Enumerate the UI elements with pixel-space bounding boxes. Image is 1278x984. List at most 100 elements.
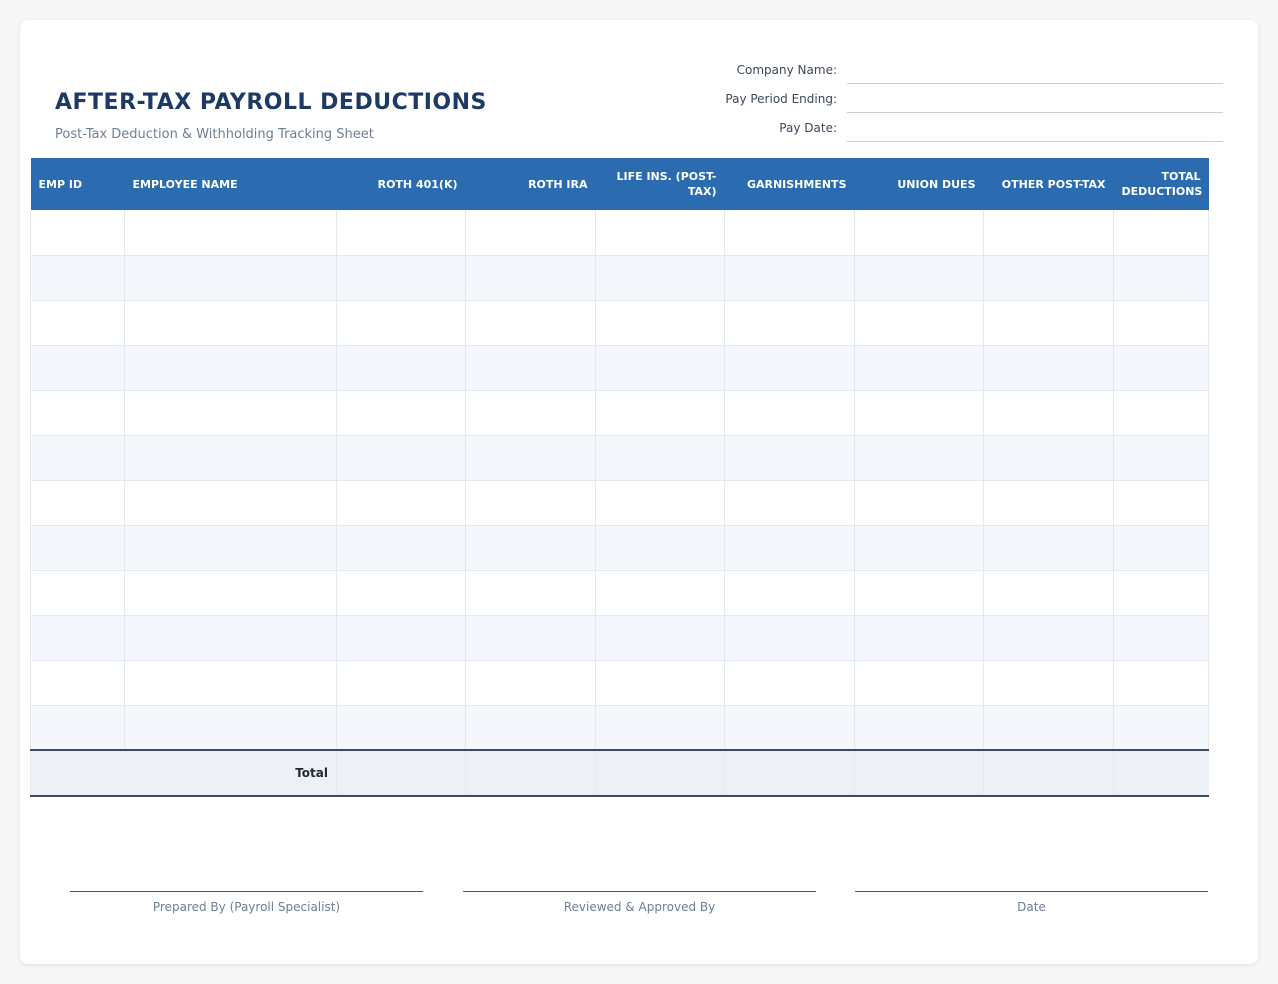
table-cell[interactable] — [983, 345, 1114, 391]
table-cell[interactable] — [30, 705, 125, 751]
table-cell[interactable] — [595, 615, 725, 661]
table-cell[interactable] — [595, 300, 725, 346]
table-cell[interactable] — [465, 435, 596, 481]
table-cell[interactable] — [854, 435, 984, 481]
table-cell[interactable] — [983, 390, 1114, 436]
table-cell[interactable] — [724, 345, 855, 391]
table-cell[interactable] — [1113, 525, 1209, 571]
table-cell[interactable] — [983, 210, 1114, 256]
table-cell[interactable] — [124, 570, 337, 616]
table-cell[interactable] — [30, 570, 125, 616]
table-cell[interactable] — [124, 300, 337, 346]
table-cell[interactable] — [30, 255, 125, 301]
table-cell[interactable] — [983, 255, 1114, 301]
table-cell[interactable] — [336, 210, 466, 256]
table-cell[interactable] — [724, 210, 855, 256]
table-cell[interactable] — [124, 390, 337, 436]
table-cell[interactable] — [854, 345, 984, 391]
total-cell[interactable] — [465, 749, 596, 797]
table-cell[interactable] — [724, 660, 855, 706]
table-cell[interactable] — [30, 390, 125, 436]
table-cell[interactable] — [724, 480, 855, 526]
table-cell[interactable] — [30, 660, 125, 706]
total-cell[interactable] — [983, 749, 1114, 797]
table-cell[interactable] — [336, 570, 466, 616]
table-cell[interactable] — [724, 435, 855, 481]
table-cell[interactable] — [1113, 255, 1209, 301]
table-cell[interactable] — [724, 615, 855, 661]
table-cell[interactable] — [1113, 705, 1209, 751]
table-cell[interactable] — [854, 480, 984, 526]
table-cell[interactable] — [124, 480, 337, 526]
table-cell[interactable] — [724, 255, 855, 301]
table-cell[interactable] — [854, 660, 984, 706]
table-cell[interactable] — [30, 480, 125, 526]
table-cell[interactable] — [124, 210, 337, 256]
table-cell[interactable] — [724, 570, 855, 616]
table-cell[interactable] — [465, 255, 596, 301]
total-cell[interactable] — [724, 749, 855, 797]
table-cell[interactable] — [983, 435, 1114, 481]
table-cell[interactable] — [465, 570, 596, 616]
table-cell[interactable] — [336, 300, 466, 346]
table-cell[interactable] — [595, 705, 725, 751]
signature-date[interactable]: Date — [855, 891, 1208, 914]
table-cell[interactable] — [124, 705, 337, 751]
table-cell[interactable] — [30, 435, 125, 481]
table-cell[interactable] — [336, 615, 466, 661]
table-cell[interactable] — [124, 525, 337, 571]
table-cell[interactable] — [854, 570, 984, 616]
table-cell[interactable] — [1113, 570, 1209, 616]
table-cell[interactable] — [1113, 435, 1209, 481]
table-cell[interactable] — [465, 525, 596, 571]
table-cell[interactable] — [124, 660, 337, 706]
table-cell[interactable] — [983, 570, 1114, 616]
table-cell[interactable] — [1113, 660, 1209, 706]
table-cell[interactable] — [595, 660, 725, 706]
table-cell[interactable] — [983, 480, 1114, 526]
table-cell[interactable] — [595, 525, 725, 571]
pay-date-field[interactable] — [847, 141, 1223, 142]
table-cell[interactable] — [724, 390, 855, 436]
table-cell[interactable] — [30, 210, 125, 256]
table-cell[interactable] — [336, 480, 466, 526]
table-cell[interactable] — [724, 705, 855, 751]
table-cell[interactable] — [124, 435, 337, 481]
table-cell[interactable] — [854, 615, 984, 661]
table-cell[interactable] — [124, 255, 337, 301]
table-cell[interactable] — [854, 210, 984, 256]
table-cell[interactable] — [854, 525, 984, 571]
table-cell[interactable] — [336, 255, 466, 301]
table-cell[interactable] — [724, 300, 855, 346]
table-cell[interactable] — [465, 705, 596, 751]
total-cell[interactable] — [854, 749, 984, 797]
table-cell[interactable] — [1113, 210, 1209, 256]
table-cell[interactable] — [595, 345, 725, 391]
table-cell[interactable] — [983, 300, 1114, 346]
table-cell[interactable] — [465, 210, 596, 256]
table-cell[interactable] — [983, 525, 1114, 571]
table-cell[interactable] — [1113, 300, 1209, 346]
table-cell[interactable] — [595, 210, 725, 256]
signature-reviewed[interactable]: Reviewed & Approved By — [463, 891, 816, 914]
table-cell[interactable] — [336, 345, 466, 391]
table-cell[interactable] — [465, 660, 596, 706]
table-cell[interactable] — [1113, 390, 1209, 436]
table-cell[interactable] — [1113, 480, 1209, 526]
pay-period-field[interactable] — [847, 112, 1223, 113]
table-cell[interactable] — [595, 255, 725, 301]
table-cell[interactable] — [124, 615, 337, 661]
table-cell[interactable] — [336, 525, 466, 571]
table-cell[interactable] — [854, 705, 984, 751]
table-cell[interactable] — [30, 615, 125, 661]
table-cell[interactable] — [1113, 345, 1209, 391]
table-cell[interactable] — [854, 300, 984, 346]
table-cell[interactable] — [465, 345, 596, 391]
table-cell[interactable] — [595, 435, 725, 481]
total-cell[interactable] — [595, 749, 725, 797]
table-cell[interactable] — [983, 705, 1114, 751]
table-cell[interactable] — [854, 390, 984, 436]
table-cell[interactable] — [30, 345, 125, 391]
table-cell[interactable] — [595, 480, 725, 526]
table-cell[interactable] — [336, 705, 466, 751]
